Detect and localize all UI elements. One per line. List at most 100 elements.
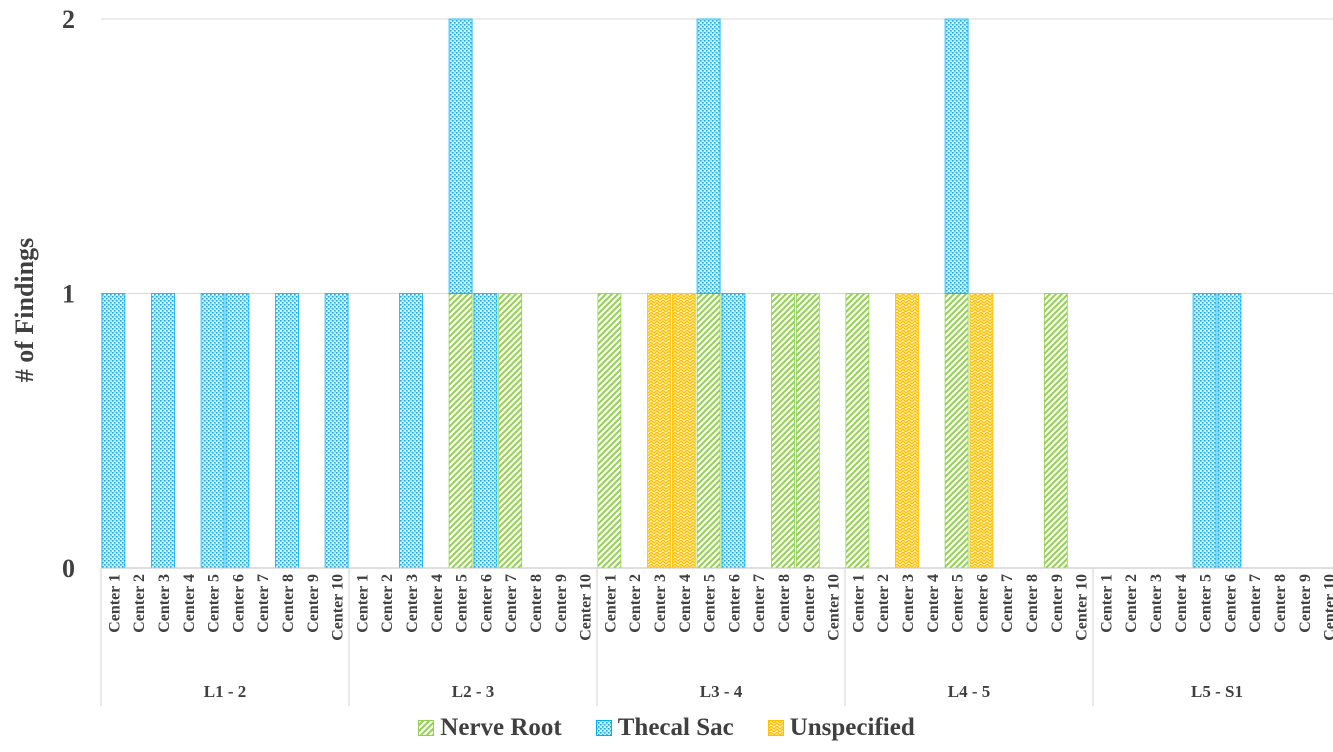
x-tick-label-center: Center 7 (751, 574, 768, 633)
bar-nerve-root (1043, 293, 1068, 569)
x-group-label: L2 - 3 (452, 682, 495, 701)
x-tick-label-center: Center 8 (1024, 574, 1041, 633)
x-tick-label-center: Center 6 (726, 574, 743, 633)
x-tick-label-center: Center 8 (280, 574, 297, 633)
x-tick-label-center: Center 7 (255, 574, 272, 633)
x-tick-label-center: Center 5 (1198, 574, 1215, 633)
bars (101, 18, 1242, 569)
x-tick-label-center: Center 2 (1123, 574, 1140, 633)
y-tick-label-2: 2 (62, 5, 75, 34)
x-tick-label-center: Center 2 (627, 574, 644, 633)
bar-unspecified (969, 293, 994, 569)
legend-swatch-thecal-sac (595, 720, 612, 736)
bar-thecal-sac (101, 293, 126, 569)
legend-label-nerve-root: Nerve Root (440, 714, 562, 741)
bar-thecal-sac (399, 293, 423, 569)
x-group-label: L4 - 5 (948, 682, 991, 701)
x-tick-label-center: Center 9 (801, 574, 818, 633)
x-tick-label-center: Center 10 (578, 574, 595, 641)
x-tick-label-center: Center 5 (454, 574, 471, 633)
y-tick-label-1: 1 (62, 280, 75, 309)
x-tick-label-center: Center 6 (230, 574, 247, 633)
x-tick-label-center: Center 8 (776, 574, 793, 633)
x-tick-label-center: Center 4 (1173, 574, 1190, 633)
bar-thecal-sac (1192, 293, 1217, 569)
x-group-label: L3 - 4 (700, 682, 743, 701)
x-tick-label-center: Center 9 (1297, 574, 1314, 633)
x-tick-label-center: Center 7 (999, 574, 1016, 633)
bar-thecal-sac (200, 293, 225, 569)
x-tick-label-center: Center 8 (1272, 574, 1289, 633)
x-tick-label-center: Center 1 (602, 574, 619, 633)
legend-item-thecal-sac: Thecal Sac (595, 714, 734, 742)
bar-thecal-sac (696, 18, 721, 294)
x-group-label: L1 - 2 (204, 682, 247, 701)
x-tick-label-center: Center 5 (206, 574, 223, 633)
x-tick-label-center: Center 2 (875, 574, 892, 633)
x-tick-label-center: Center 1 (354, 574, 371, 633)
legend-label-unspecified: Unspecified (789, 714, 915, 741)
bar-thecal-sac (473, 293, 498, 569)
x-tick-label-center: Center 4 (677, 574, 694, 633)
x-tick-label-center: Center 2 (131, 574, 148, 633)
x-tick-label-center: Center 3 (1148, 574, 1165, 633)
legend-item-unspecified: Unspecified (767, 714, 915, 742)
x-group-label: L5 - S1 (1191, 682, 1243, 701)
bar-thecal-sac (324, 293, 349, 569)
bar-nerve-root (498, 293, 523, 569)
x-tick-label-center: Center 3 (156, 574, 173, 633)
legend-swatch-nerve-root (418, 720, 435, 736)
bar-thecal-sac (944, 18, 969, 294)
bar-thecal-sac (275, 293, 299, 569)
x-tick-label-center: Center 9 (553, 574, 570, 633)
bar-nerve-root (771, 293, 795, 569)
bar-nerve-root (696, 293, 721, 569)
bar-thecal-sac (225, 293, 250, 569)
x-tick-label-center: Center 9 (1049, 574, 1066, 633)
x-tick-label-center: Center 3 (900, 574, 917, 633)
y-axis-title: # of Findings (10, 238, 39, 383)
bar-thecal-sac (448, 18, 473, 294)
bar-nerve-root (795, 293, 820, 569)
bar-nerve-root (448, 293, 473, 569)
x-tick-label-center: Center 9 (305, 574, 322, 633)
x-tick-label-center: Center 4 (181, 574, 198, 633)
bar-unspecified (671, 293, 696, 569)
legend-item-nerve-root: Nerve Root (418, 714, 562, 742)
bar-unspecified (895, 293, 919, 569)
legend-swatch-unspecified (767, 720, 784, 736)
x-tick-label-center: Center 3 (404, 574, 421, 633)
x-tick-label-center: Center 2 (379, 574, 396, 633)
bar-thecal-sac (721, 293, 746, 569)
x-tick-label-center: Center 7 (503, 574, 520, 633)
x-tick-label-center: Center 5 (950, 574, 967, 633)
x-tick-label-center: Center 5 (702, 574, 719, 633)
x-tick-label-center: Center 6 (478, 574, 495, 633)
bar-nerve-root (845, 293, 870, 569)
legend: Nerve Root Thecal Sac Unspecified (0, 714, 1333, 742)
bar-unspecified (647, 293, 671, 569)
x-tick-label-center: Center 4 (925, 574, 942, 633)
x-tick-label-center: Center 1 (850, 574, 867, 633)
x-tick-label-center: Center 6 (1222, 574, 1239, 633)
x-tick-label-center: Center 6 (974, 574, 991, 633)
x-tick-label-center: Center 10 (1074, 574, 1091, 641)
x-tick-label-center: Center 10 (330, 574, 347, 641)
x-tick-label-center: Center 3 (652, 574, 669, 633)
x-tick-label-center: Center 1 (106, 574, 123, 633)
y-tick-label-0: 0 (62, 554, 75, 583)
bar-thecal-sac (1217, 293, 1242, 569)
axes: 0 1 2 Center 1 Center 2 Center 3 Center 4 Cente… (62, 5, 1333, 706)
x-tick-label-center: Center 10 (826, 574, 843, 641)
x-tick-label-center: Center 10 (1322, 574, 1333, 641)
bar-nerve-root (944, 293, 969, 569)
x-tick-label-center: Center 4 (429, 574, 446, 633)
bar-thecal-sac (151, 293, 175, 569)
x-tick-label-center: Center 8 (528, 574, 545, 633)
legend-label-thecal-sac: Thecal Sac (617, 714, 734, 741)
bar-nerve-root (597, 293, 622, 569)
x-tick-label-center: Center 1 (1098, 574, 1115, 633)
x-tick-label-center: Center 7 (1247, 574, 1264, 633)
